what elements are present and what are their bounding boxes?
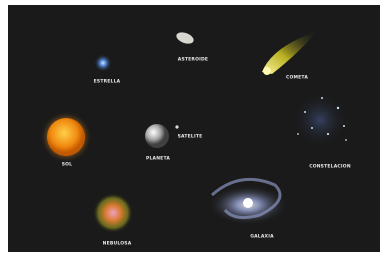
label: NEBULOSA (103, 241, 132, 247)
illustration: ESTRELLA ASTEROIDE COMETA SOL PLANETA SA… (0, 0, 388, 260)
comet-head (263, 67, 271, 75)
page: ESTRELLA ASTEROIDE COMETA SOL PLANETA SA… (0, 0, 388, 260)
label: COMETA (286, 75, 308, 81)
label: GALAXIA (250, 234, 274, 240)
star (94, 54, 112, 72)
planet (145, 124, 169, 148)
nebula (93, 193, 133, 233)
label: ASTEROIDE (178, 57, 208, 63)
satellite (175, 125, 178, 128)
label: ESTRELLA (94, 79, 121, 85)
label: CONSTELACION (309, 164, 351, 170)
label: SATELITE (178, 134, 203, 140)
constellation (292, 92, 348, 148)
label: PLANETA (146, 156, 170, 162)
label: SOL (62, 162, 73, 168)
sun (47, 118, 85, 156)
